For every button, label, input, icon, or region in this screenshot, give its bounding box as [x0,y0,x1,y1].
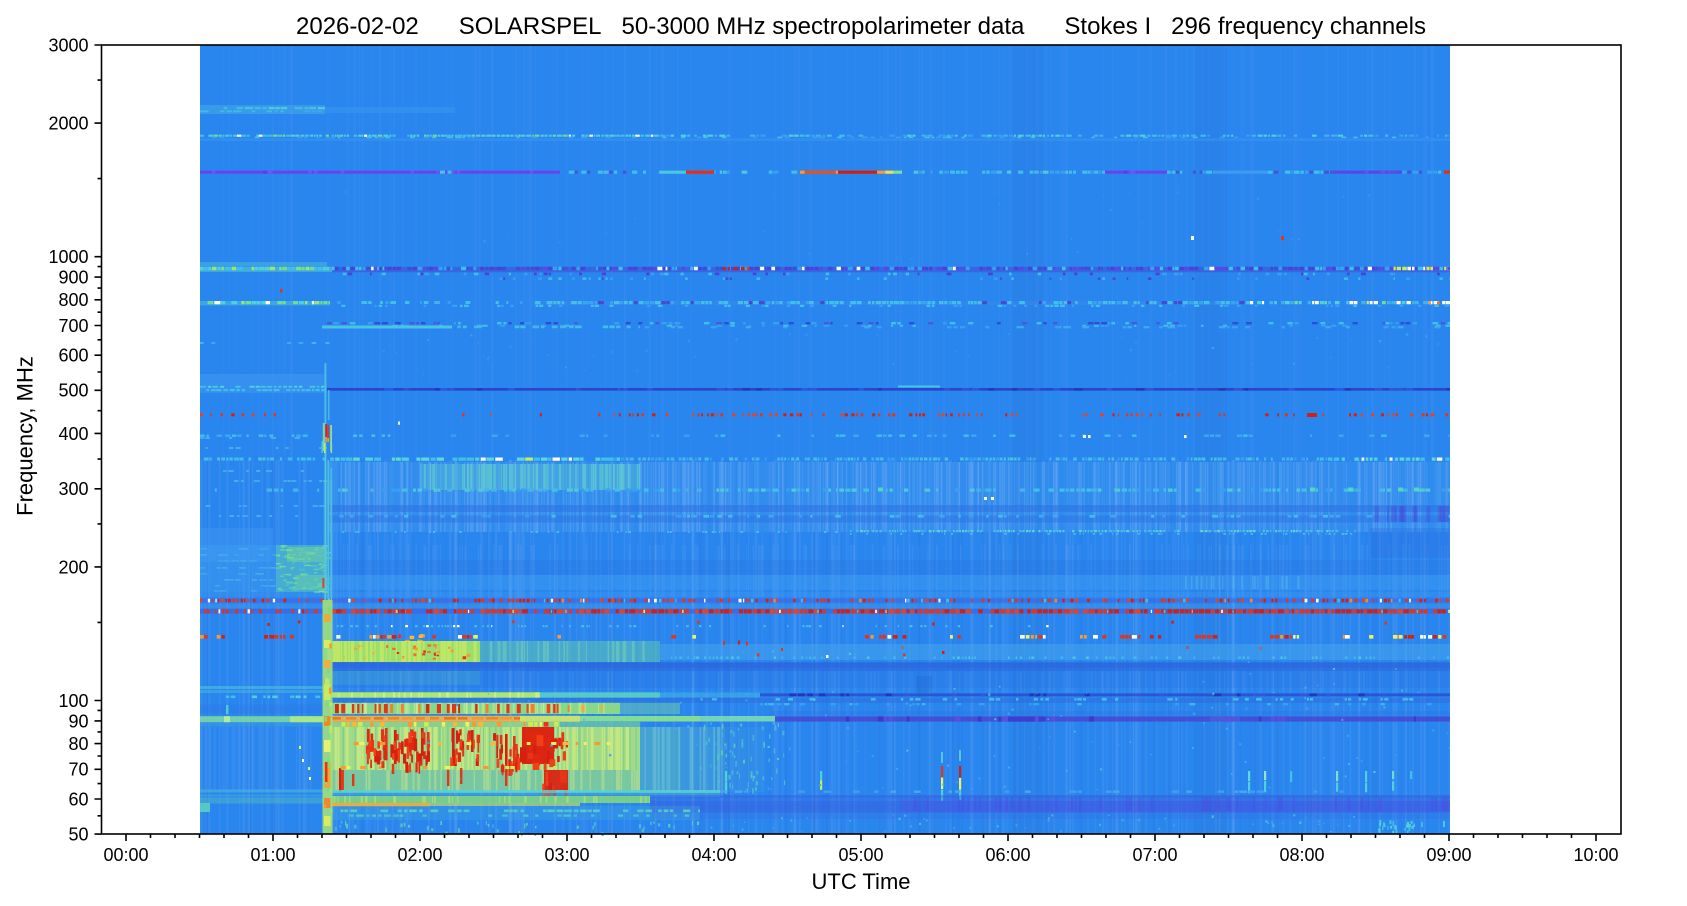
svg-text:80: 80 [68,734,88,754]
svg-text:00:00: 00:00 [103,845,148,865]
svg-text:70: 70 [68,760,88,780]
svg-text:06:00: 06:00 [985,845,1030,865]
svg-text:300: 300 [58,479,88,499]
svg-text:01:00: 01:00 [250,845,295,865]
svg-text:10:00: 10:00 [1573,845,1618,865]
svg-text:UTC Time: UTC Time [812,869,911,894]
svg-text:900: 900 [58,268,88,288]
svg-text:Frequency, MHz: Frequency, MHz [13,356,38,516]
svg-text:03:00: 03:00 [544,845,589,865]
svg-text:3000: 3000 [48,35,88,55]
svg-text:60: 60 [68,789,88,809]
svg-text:700: 700 [58,316,88,336]
svg-text:07:00: 07:00 [1132,845,1177,865]
svg-text:1000: 1000 [48,247,88,267]
svg-text:100: 100 [58,691,88,711]
svg-text:05:00: 05:00 [838,845,883,865]
svg-text:800: 800 [58,290,88,310]
svg-text:02:00: 02:00 [397,845,442,865]
svg-text:600: 600 [58,346,88,366]
svg-text:90: 90 [68,711,88,731]
svg-text:08:00: 08:00 [1279,845,1324,865]
svg-text:2026-02-02 SOLARSPEL 50: 2026-02-02 SOLARSPEL 50-3000 MHz spectro… [296,13,1426,40]
svg-text:200: 200 [58,557,88,577]
svg-text:2000: 2000 [48,114,88,134]
svg-text:400: 400 [58,424,88,444]
svg-text:50: 50 [68,825,88,845]
svg-text:04:00: 04:00 [691,845,736,865]
svg-text:500: 500 [58,381,88,401]
svg-text:09:00: 09:00 [1426,845,1471,865]
